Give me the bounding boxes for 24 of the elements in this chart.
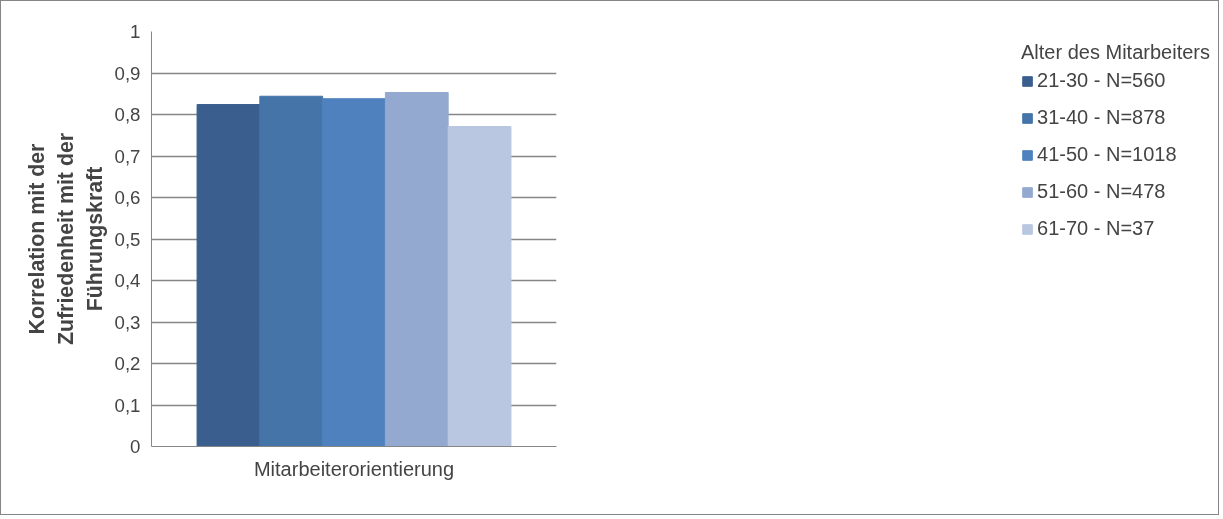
legend-label: 31-40 - N=878 [1037, 106, 1166, 129]
legend-label: 21-30 - N=560 [1037, 69, 1166, 92]
legend-label: 41-50 - N=1018 [1037, 143, 1177, 166]
y-tick-label: 0,6 [114, 187, 141, 208]
legend-title: Alter des Mitarbeiters [1021, 41, 1210, 64]
y-tick-label: 0,8 [114, 104, 141, 125]
y-tick-label: 0,2 [114, 353, 141, 374]
bar [384, 92, 449, 447]
legend-label: 51-60 - N=478 [1037, 180, 1166, 203]
y-tick-label: 0,7 [114, 145, 141, 167]
bar [259, 95, 324, 447]
y-tick-label: 0 [130, 436, 141, 457]
bar [196, 104, 261, 447]
y-tick-label: 0,9 [114, 62, 141, 84]
x-axis-title: Mitarbeiterorientierung [253, 457, 455, 480]
legend-label: 61-70 - N=37 [1037, 217, 1155, 240]
y-axis-title: Korrelation mit der Zufriedenheit mit der Führungskraft [24, 132, 107, 346]
y-tick-label: 0,3 [114, 311, 141, 333]
y-tick-label: 1 [130, 21, 141, 42]
y-tick-label: 0,5 [114, 228, 141, 250]
y-tick-label: 0,4 [114, 270, 141, 291]
bar [447, 126, 512, 447]
y-tick-label: 0,1 [114, 394, 141, 416]
bar [322, 98, 386, 447]
